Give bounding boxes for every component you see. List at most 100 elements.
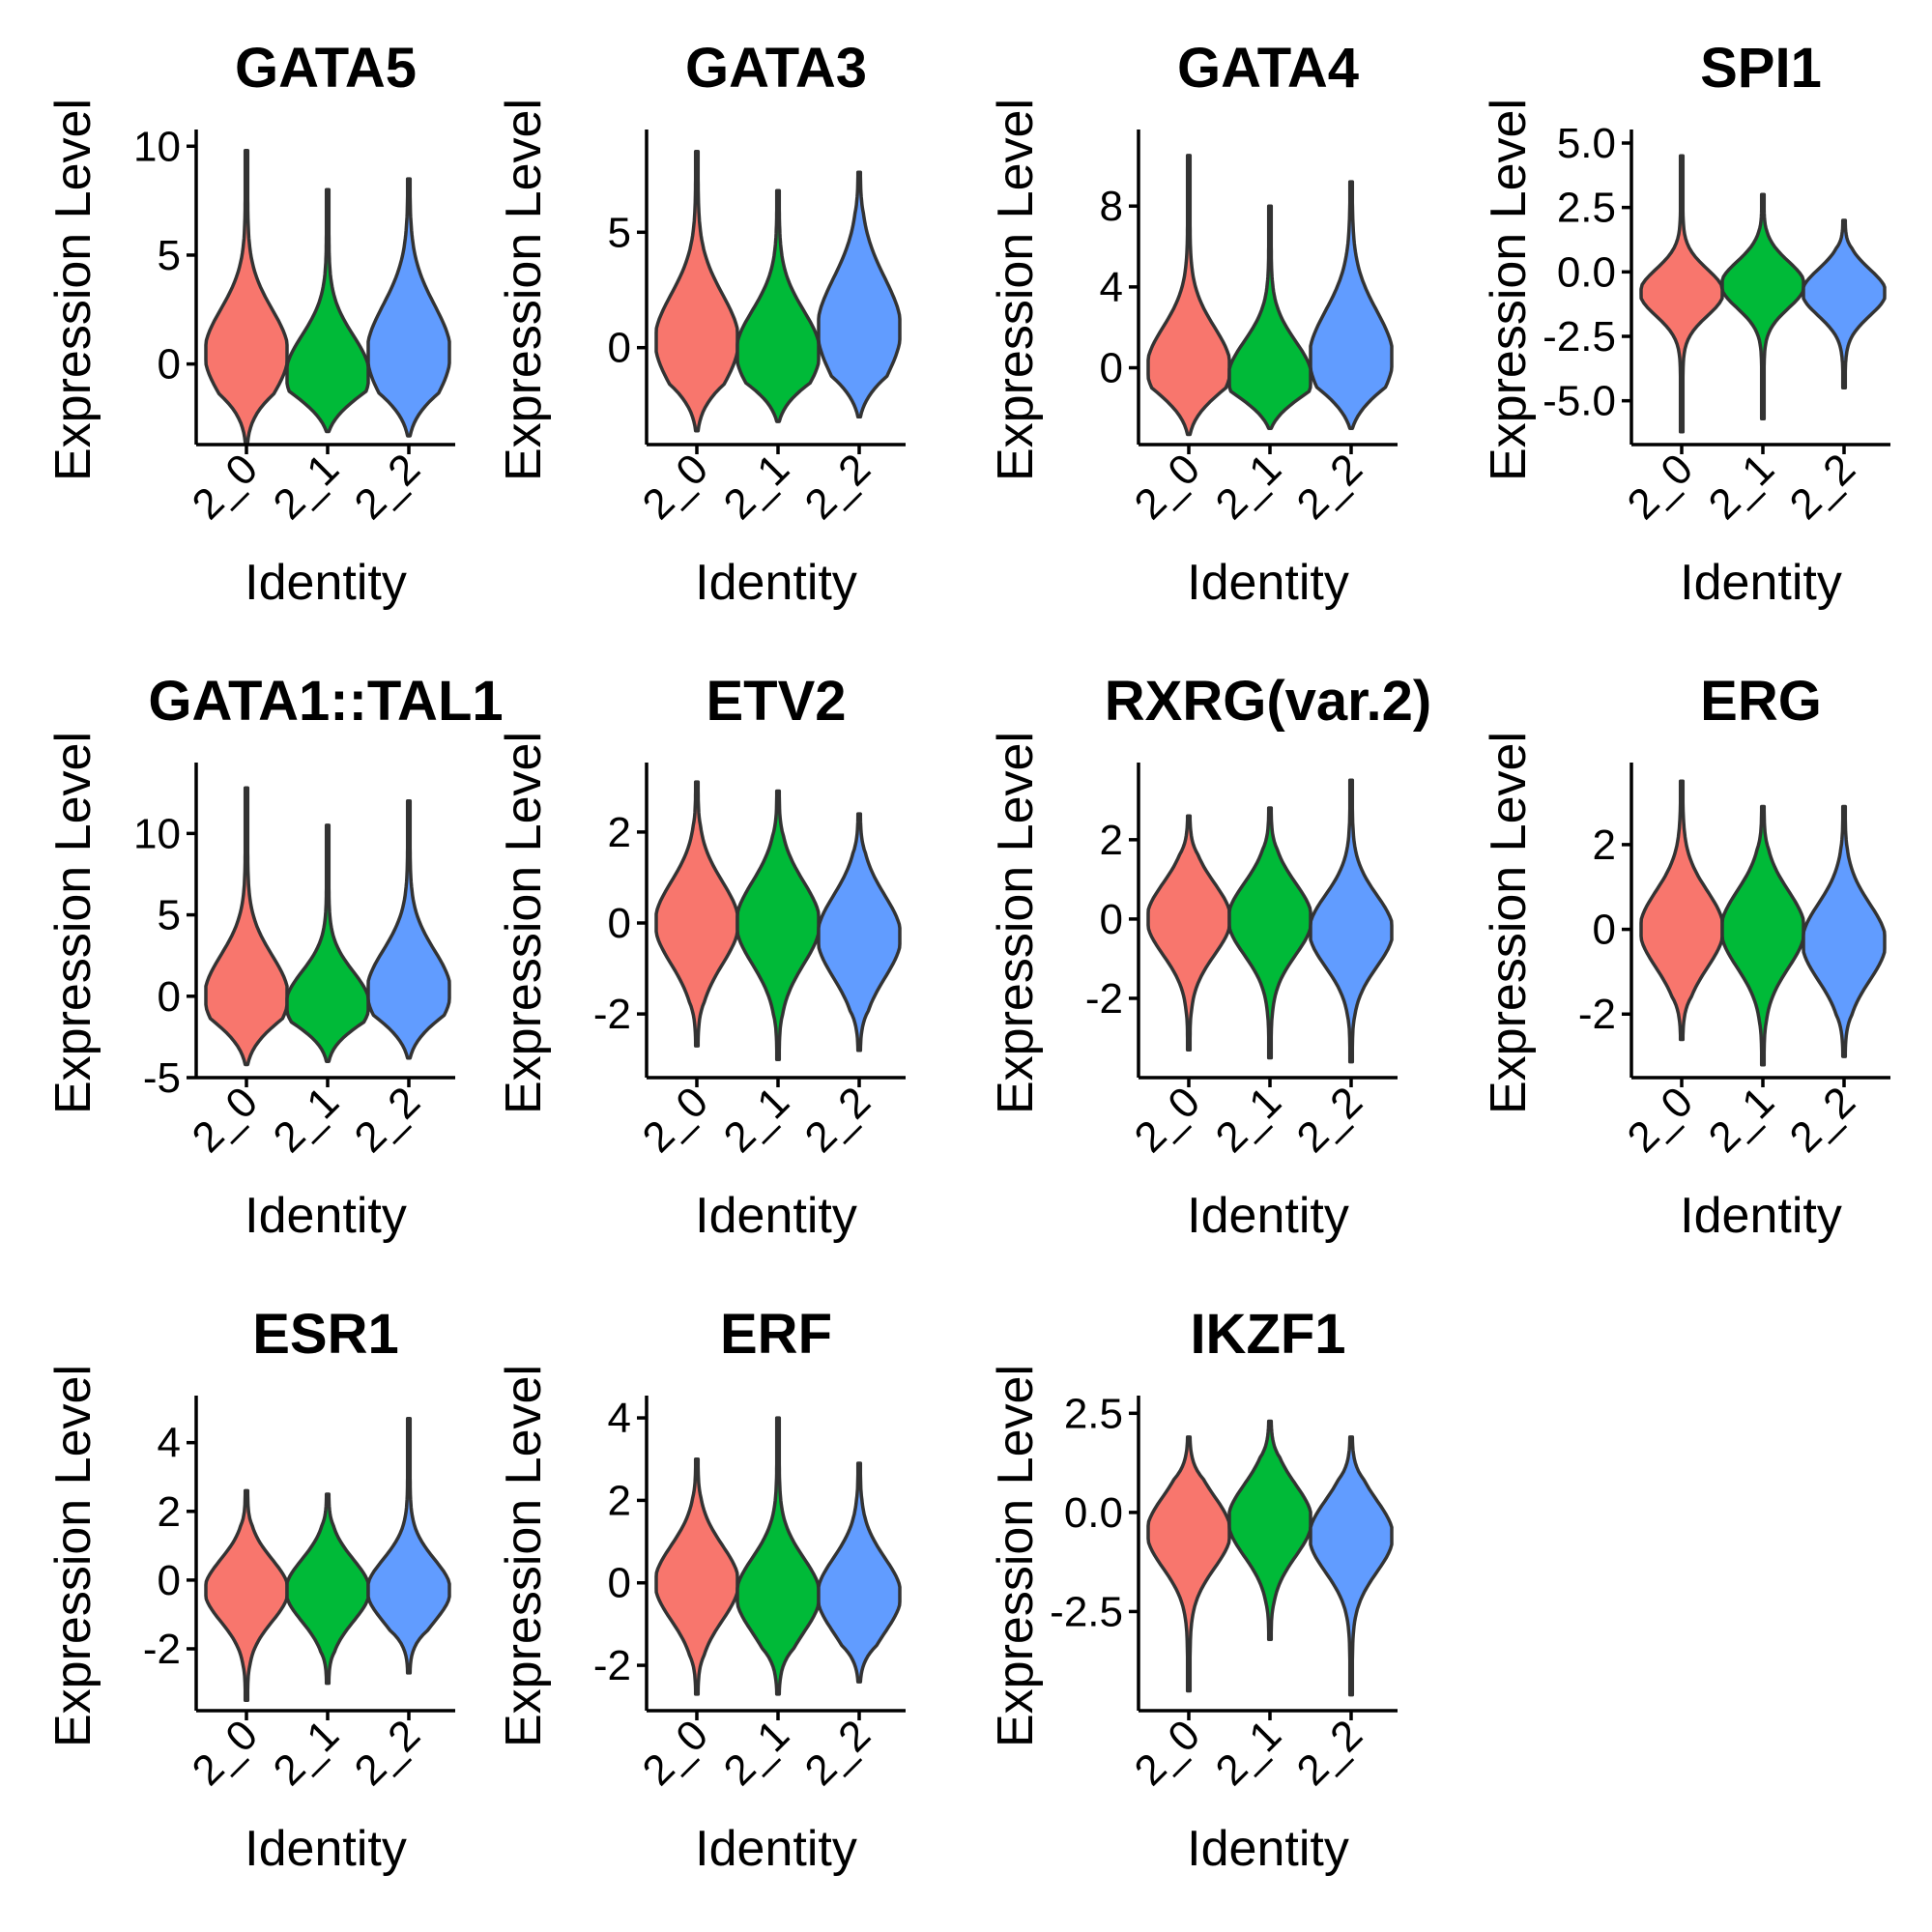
y-axis-title: Expression Level: [988, 1365, 1044, 1747]
x-tick-label: 2_0: [634, 445, 718, 529]
y-tick-label: 2: [158, 1488, 181, 1536]
panel-gata4: GATA4 0 4 8 2_02_12_2 Identity Expression Leve…: [988, 37, 1398, 611]
violin-2_0: [204, 149, 289, 445]
x-tick-label: 2_2: [346, 1078, 430, 1162]
x-axis-title: Identity: [245, 1188, 407, 1244]
panel-gata3: GATA3 0 5 2_02_12_2 Identity Expression Level: [496, 37, 906, 611]
violin-2_1: [285, 187, 370, 434]
panel-esr1: ESR1 4 2 0 -22_02_12_2 Identity Expression Lev…: [45, 1303, 455, 1877]
y-tick-label: 10: [133, 810, 181, 857]
y-tick-label: 4: [158, 1420, 181, 1467]
y-tick-label: 0: [1593, 907, 1616, 954]
panel-title: RXRG(var.2): [1105, 670, 1431, 733]
x-axis-title: Identity: [245, 1821, 407, 1877]
violin-2_1: [735, 1416, 821, 1696]
x-tick-label: 2_1: [1700, 1078, 1784, 1162]
violin-2_0: [1146, 154, 1231, 437]
x-tick-label: 2_0: [634, 1078, 718, 1162]
x-tick-label: 2_0: [634, 1711, 718, 1795]
violin-2_2: [817, 812, 902, 1053]
panel-title: ESR1: [252, 1303, 399, 1366]
x-axis-title: Identity: [1187, 555, 1349, 611]
x-axis-title: Identity: [1680, 1188, 1842, 1244]
y-tick-label: 0: [608, 900, 631, 947]
y-tick-label: 4: [608, 1395, 631, 1442]
panel-title: GATA4: [1177, 37, 1359, 100]
x-axis-title: Identity: [1680, 555, 1842, 611]
violin-2_1: [285, 1492, 370, 1686]
violin-2_0: [1146, 1435, 1231, 1693]
x-tick-label: 2_1: [1207, 1078, 1291, 1162]
x-tick-label: 2_2: [1288, 445, 1372, 529]
x-tick-label: 2_0: [184, 1078, 268, 1162]
violin-2_2: [1309, 1435, 1394, 1697]
y-axis-title: Expression Level: [496, 99, 552, 481]
violin-2_0: [1639, 154, 1724, 434]
x-axis-title: Identity: [695, 555, 857, 611]
x-tick-label: 2_1: [715, 1711, 799, 1795]
panel-ikzf1: IKZF1 2.5 0.0 -2.5 2_02_12_2 Identity Expressi…: [988, 1303, 1398, 1877]
violin-2_1: [1227, 806, 1312, 1060]
violin-2_2: [1802, 804, 1887, 1058]
x-tick-label: 2_0: [184, 445, 268, 529]
panel-title: IKZF1: [1190, 1303, 1345, 1366]
y-tick-label: -5.0: [1543, 378, 1616, 425]
violin-2_0: [654, 149, 739, 433]
x-tick-label: 2_2: [346, 445, 430, 529]
x-axis-title: Identity: [695, 1821, 857, 1877]
violin-2_0: [654, 780, 739, 1048]
x-tick-label: 2_0: [1126, 1078, 1210, 1162]
violin-2_1: [1720, 192, 1805, 421]
x-tick-label: 2_2: [346, 1711, 430, 1795]
y-tick-label: 0: [608, 1560, 631, 1607]
y-tick-label: 5: [158, 892, 181, 939]
y-axis-title: Expression Level: [45, 1365, 101, 1747]
panel-rxrg-var-2-: RXRG(var.2) 2 0 -2 2_02_12_2 Identity Expressi…: [988, 670, 1431, 1244]
violin-2_2: [1802, 218, 1887, 390]
y-tick-label: 5.0: [1557, 120, 1616, 167]
violin-2_0: [654, 1456, 739, 1696]
x-tick-label: 2_1: [265, 445, 349, 529]
panel-title: ERF: [720, 1303, 832, 1366]
y-tick-label: 0: [608, 325, 631, 372]
y-tick-label: 2: [608, 1477, 631, 1524]
violin-2_0: [1639, 779, 1724, 1042]
y-axis-title: Expression Level: [1481, 99, 1537, 481]
y-tick-label: 8: [1100, 183, 1123, 230]
x-tick-label: 2_1: [715, 1078, 799, 1162]
y-tick-label: -5: [143, 1054, 181, 1102]
panel-gata5: GATA5 0 5 10 2_02_12_2 Identity Expression Lev…: [45, 37, 455, 611]
panel-erf: ERF 4 2 0 -22_02_12_2 Identity Expression Leve…: [496, 1303, 906, 1877]
x-tick-label: 2_1: [1207, 1711, 1291, 1795]
violin-2_0: [204, 1488, 289, 1703]
x-tick-label: 2_1: [1207, 445, 1291, 529]
violin-2_2: [366, 177, 451, 438]
y-tick-label: 10: [133, 123, 181, 170]
y-axis-title: Expression Level: [45, 99, 101, 481]
violin-2_1: [1227, 1419, 1312, 1641]
x-tick-label: 2_2: [796, 1711, 880, 1795]
y-tick-label: 2.5: [1064, 1390, 1123, 1437]
y-tick-label: 0.0: [1557, 248, 1616, 296]
x-tick-label: 2_1: [265, 1711, 349, 1795]
y-tick-label: 5: [158, 232, 181, 279]
y-tick-label: 2: [1593, 822, 1616, 869]
violin-2_1: [285, 823, 370, 1063]
violin-2_2: [366, 798, 451, 1060]
y-tick-label: 0: [158, 341, 181, 389]
y-axis-title: Expression Level: [1481, 732, 1537, 1114]
y-tick-label: 2: [608, 809, 631, 856]
x-tick-label: 2_2: [796, 445, 880, 529]
panel-title: GATA5: [235, 37, 417, 100]
violin-2_2: [1309, 180, 1394, 431]
x-axis-title: Identity: [1187, 1821, 1349, 1877]
panel-title: ETV2: [706, 670, 846, 733]
y-tick-label: 5: [608, 209, 631, 256]
x-tick-label: 2_2: [1288, 1078, 1372, 1162]
y-axis-title: Expression Level: [988, 99, 1044, 481]
x-axis-title: Identity: [1187, 1188, 1349, 1244]
y-tick-label: -2: [1578, 991, 1616, 1038]
x-axis-title: Identity: [245, 555, 407, 611]
